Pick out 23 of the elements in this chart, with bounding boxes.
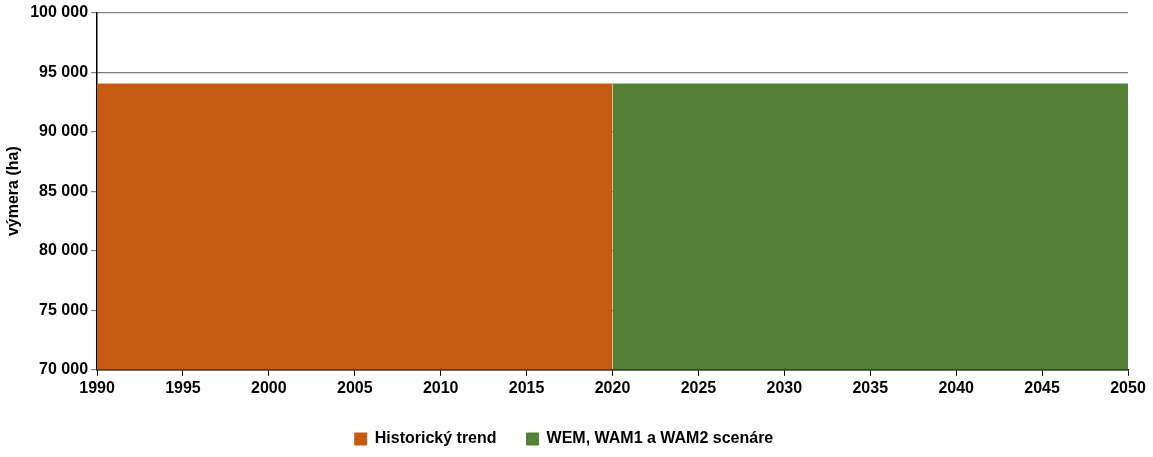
x-tick-label: 1995: [165, 378, 201, 396]
x-tick-label: 2020: [594, 378, 631, 396]
y-axis-title: výmera (ha): [4, 146, 22, 237]
x-tick-label: 2000: [251, 378, 287, 396]
y-tick-label: 70 000: [39, 360, 89, 378]
legend-label: Historický trend: [374, 429, 497, 447]
legend-label: WEM, WAM1 a WAM2 scenáre: [546, 429, 774, 447]
x-tick-label: 2025: [680, 378, 717, 396]
y-tick-label: 80 000: [39, 241, 89, 259]
x-tick-label: 2005: [336, 378, 373, 396]
x-tick-label: 2045: [1024, 378, 1060, 396]
x-tick-label: 2010: [422, 378, 459, 396]
y-tick-label: 100 000: [30, 3, 89, 21]
y-tick-label: 95 000: [39, 62, 89, 80]
x-tick-label: 2030: [766, 378, 803, 396]
x-tick-label: 2035: [852, 378, 889, 396]
x-tick-label: 2015: [508, 378, 545, 396]
x-tick-label: 1990: [79, 378, 115, 396]
y-tick-label: 75 000: [39, 300, 89, 318]
y-tick-label: 85 000: [39, 181, 89, 199]
x-tick-label: 2040: [938, 378, 975, 396]
x-tick-label: 2050: [1110, 378, 1146, 396]
y-tick-label: 90 000: [39, 122, 89, 140]
